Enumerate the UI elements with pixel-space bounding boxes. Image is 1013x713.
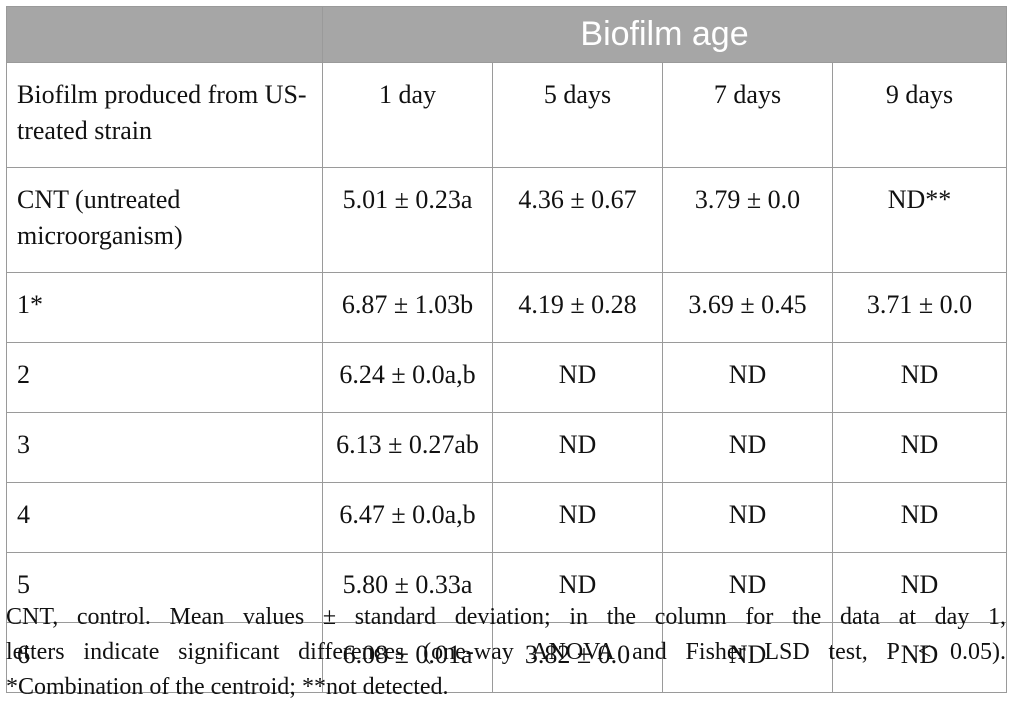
footnote-line: letters indicate significant differences…: [6, 639, 1006, 665]
header-corner-cell: [6, 6, 323, 63]
table-cell: ND: [662, 552, 833, 623]
table-cell: 3.82 ± 0.0: [492, 622, 663, 693]
table-row: 4 6.47 ± 0.0a,b ND ND ND: [6, 482, 1008, 553]
table-row: 6 6.08 ± 0.01a 3.82 ± 0.0 ND ND: [6, 622, 1008, 693]
group-header: Biofilm age: [321, 6, 1008, 63]
row-label: 5: [6, 552, 323, 623]
column-header: 9 days: [831, 62, 1008, 168]
table-row: 5 5.80 ± 0.33a ND ND ND: [6, 552, 1008, 623]
column-header-row: Biofilm produced from US-treated strain …: [6, 62, 1008, 168]
table-cell: 6.24 ± 0.0a,b: [322, 342, 493, 413]
row-label: 2: [6, 342, 323, 413]
row-header-cell: Biofilm produced from US-treated strain: [6, 62, 323, 168]
table-cell: ND: [831, 342, 1008, 413]
table-row: CNT (untreated microorganism) 5.01 ± 0.2…: [6, 167, 1008, 273]
results-table: Biofilm age Biofilm produced from US-tre…: [6, 6, 1008, 693]
table-cell: ND: [662, 482, 833, 553]
table-cell: 6.47 ± 0.0a,b: [322, 482, 493, 553]
table-row: 3 6.13 ± 0.27ab ND ND ND: [6, 412, 1008, 483]
table-row: 1* 6.87 ± 1.03b 4.19 ± 0.28 3.69 ± 0.45 …: [6, 272, 1008, 343]
table-cell: ND**: [831, 167, 1008, 273]
row-label: CNT (untreated microorganism): [6, 167, 323, 273]
table-cell: ND: [492, 482, 663, 553]
footnote-line: *Combination of the centroid; **not dete…: [6, 674, 449, 700]
table-cell: 6.13 ± 0.27ab: [322, 412, 493, 483]
table-footnote: CNT, control. Mean values ± standard dev…: [6, 600, 1006, 705]
table-cell: ND: [662, 412, 833, 483]
table-cell: 6.87 ± 1.03b: [322, 272, 493, 343]
table-cell: ND: [831, 482, 1008, 553]
column-header: 1 day: [322, 62, 493, 168]
table-cell: ND: [492, 342, 663, 413]
table-header-band: Biofilm age: [6, 6, 1008, 63]
table-cell: 5.80 ± 0.33a: [322, 552, 493, 623]
table-cell: ND: [831, 412, 1008, 483]
footnote-line: CNT, control. Mean values ± standard dev…: [6, 604, 1006, 630]
column-header: 5 days: [492, 62, 663, 168]
table-cell: 4.36 ± 0.67: [492, 167, 663, 273]
table-row: 2 6.24 ± 0.0a,b ND ND ND: [6, 342, 1008, 413]
row-label: 6: [6, 622, 323, 693]
table-cell: 3.69 ± 0.45: [662, 272, 833, 343]
row-label: 4: [6, 482, 323, 553]
column-header: 7 days: [662, 62, 833, 168]
table-cell: ND: [831, 622, 1008, 693]
table-cell: ND: [492, 412, 663, 483]
table-cell: ND: [662, 342, 833, 413]
row-label: 3: [6, 412, 323, 483]
table-cell: ND: [662, 622, 833, 693]
table-cell: 3.79 ± 0.0: [662, 167, 833, 273]
table-cell: 3.71 ± 0.0: [831, 272, 1008, 343]
table-cell: 5.01 ± 0.23a: [322, 167, 493, 273]
row-label: 1*: [6, 272, 323, 343]
table-cell: 6.08 ± 0.01a: [322, 622, 493, 693]
table-cell: 4.19 ± 0.28: [492, 272, 663, 343]
